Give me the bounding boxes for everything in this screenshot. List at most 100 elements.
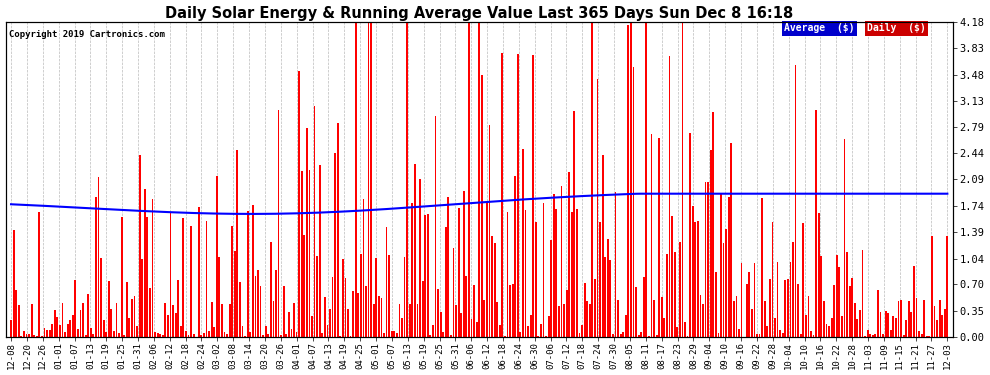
Bar xyxy=(322,333,323,337)
Bar xyxy=(710,150,712,337)
Bar xyxy=(921,334,923,337)
Bar xyxy=(100,258,102,337)
Bar xyxy=(841,316,842,337)
Bar xyxy=(332,277,334,337)
Bar xyxy=(473,285,475,337)
Bar xyxy=(26,334,28,337)
Bar xyxy=(47,330,48,337)
Bar xyxy=(771,222,773,337)
Bar xyxy=(515,176,516,337)
Bar xyxy=(547,316,549,337)
Bar xyxy=(538,336,540,337)
Bar xyxy=(314,106,316,337)
Bar xyxy=(419,179,421,337)
Bar xyxy=(470,318,472,337)
Bar xyxy=(401,318,403,337)
Bar xyxy=(565,290,567,337)
Bar xyxy=(879,312,881,337)
Bar xyxy=(604,257,606,337)
Bar xyxy=(167,315,169,337)
Bar xyxy=(275,270,277,337)
Bar xyxy=(386,227,387,337)
Bar xyxy=(929,336,931,337)
Bar xyxy=(412,202,413,337)
Bar xyxy=(427,214,429,337)
Bar xyxy=(95,197,97,337)
Bar xyxy=(563,304,565,337)
Bar xyxy=(66,324,68,337)
Bar xyxy=(116,303,118,337)
Bar xyxy=(525,210,527,337)
Bar xyxy=(311,316,313,337)
Bar xyxy=(262,334,264,337)
Bar xyxy=(460,313,462,337)
Bar xyxy=(298,71,300,337)
Bar xyxy=(937,320,938,337)
Bar xyxy=(108,281,110,337)
Bar xyxy=(28,334,30,337)
Bar xyxy=(213,327,215,337)
Bar xyxy=(129,318,131,337)
Bar xyxy=(645,22,647,337)
Bar xyxy=(373,304,374,337)
Bar xyxy=(918,331,920,337)
Bar xyxy=(612,334,614,337)
Bar xyxy=(504,336,506,337)
Bar xyxy=(705,182,707,337)
Bar xyxy=(846,252,848,337)
Bar xyxy=(362,200,364,337)
Bar xyxy=(452,248,454,337)
Bar xyxy=(41,336,43,337)
Bar xyxy=(147,217,148,337)
Bar xyxy=(520,332,522,337)
Bar xyxy=(237,150,239,337)
Bar xyxy=(229,304,231,337)
Bar xyxy=(69,320,71,337)
Bar xyxy=(555,209,557,337)
Bar xyxy=(941,315,943,337)
Bar xyxy=(676,327,678,337)
Bar xyxy=(810,331,812,337)
Bar xyxy=(13,230,15,337)
Bar xyxy=(720,193,722,337)
Bar xyxy=(507,212,509,337)
Bar xyxy=(483,300,485,337)
Bar xyxy=(435,116,437,337)
Bar xyxy=(414,164,416,337)
Bar xyxy=(494,243,496,337)
Bar xyxy=(103,320,105,337)
Bar xyxy=(198,207,200,337)
Bar xyxy=(568,172,570,337)
Bar xyxy=(787,279,789,337)
Bar xyxy=(267,334,269,337)
Bar xyxy=(726,230,727,337)
Bar xyxy=(769,279,771,337)
Bar xyxy=(142,259,144,337)
Bar xyxy=(805,315,807,337)
Bar xyxy=(586,301,588,337)
Bar xyxy=(784,280,786,337)
Bar xyxy=(584,283,585,337)
Bar xyxy=(856,320,858,337)
Bar xyxy=(643,277,644,337)
Bar xyxy=(53,310,55,337)
Bar xyxy=(576,210,578,337)
Text: Average  ($): Average ($) xyxy=(784,23,854,33)
Bar xyxy=(162,335,163,337)
Bar xyxy=(761,198,763,337)
Bar xyxy=(924,300,925,337)
Bar xyxy=(512,284,514,337)
Bar xyxy=(245,336,246,337)
Bar xyxy=(393,332,395,337)
Bar xyxy=(926,336,928,337)
Bar xyxy=(345,278,346,337)
Bar xyxy=(502,53,503,337)
Bar xyxy=(758,334,760,337)
Bar xyxy=(190,226,192,337)
Bar xyxy=(597,79,598,337)
Bar xyxy=(118,333,120,337)
Bar xyxy=(843,139,845,337)
Bar xyxy=(816,110,817,337)
Bar xyxy=(18,304,20,337)
Bar xyxy=(340,336,342,337)
